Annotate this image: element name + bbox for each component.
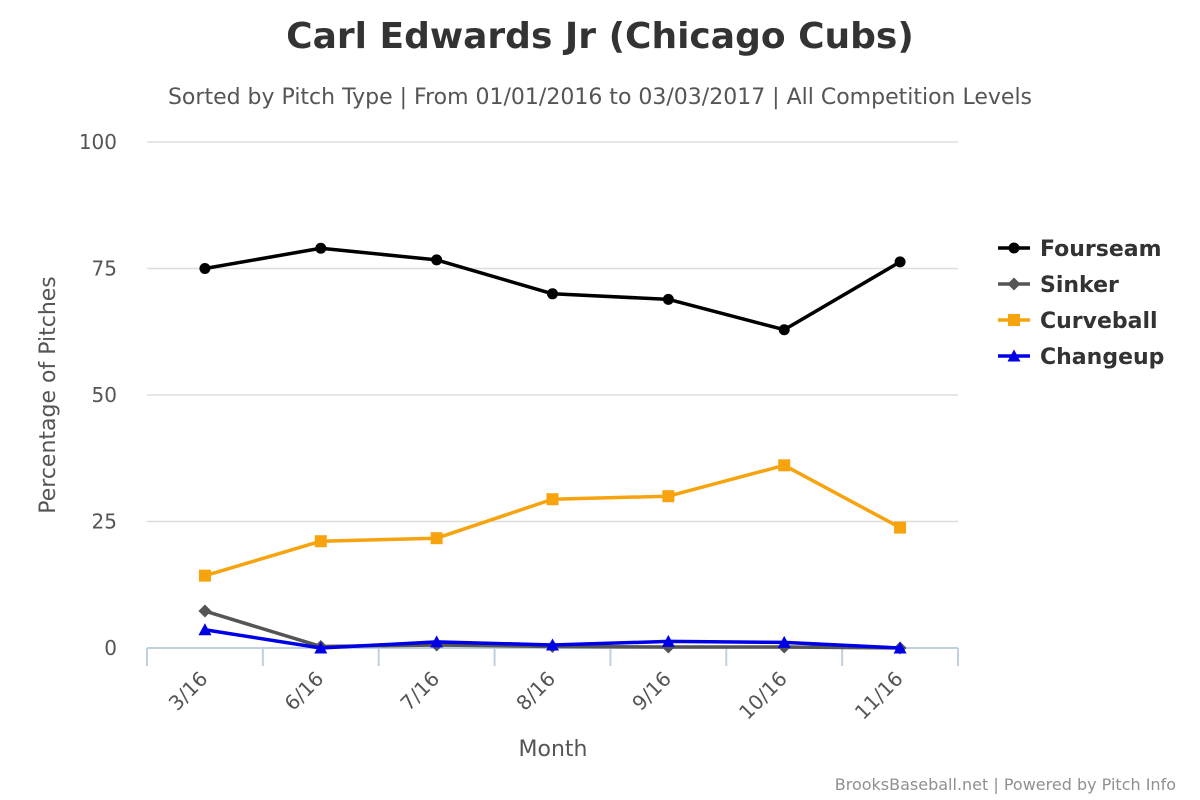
x-tick-label: 3/16 (164, 667, 213, 716)
data-point-changeup[interactable] (777, 635, 791, 648)
x-tick-label: 10/16 (734, 667, 792, 725)
x-tick-label: 6/16 (280, 667, 329, 716)
data-point-fourseam[interactable] (778, 324, 790, 336)
data-point-curveball[interactable] (662, 490, 675, 503)
legend-marker[interactable] (1008, 242, 1020, 254)
y-tick-label: 0 (104, 636, 117, 660)
y-tick-label: 50 (92, 383, 117, 407)
y-tick-label: 75 (92, 257, 117, 281)
legend-item-sinker[interactable]: Sinker (998, 273, 1119, 298)
data-point-fourseam[interactable] (199, 263, 211, 274)
legend-marker[interactable] (1008, 314, 1020, 326)
series-line-curveball[interactable] (203, 463, 902, 578)
series-fourseam (199, 242, 906, 336)
x-axis-title: Month (519, 737, 588, 762)
series-changeup (198, 623, 907, 654)
data-point-sinker[interactable] (198, 604, 212, 618)
y-tick-label: 25 (92, 510, 117, 534)
data-point-changeup[interactable] (198, 623, 212, 636)
data-point-fourseam[interactable] (662, 293, 674, 305)
y-axis-title: Percentage of Pitches (36, 276, 61, 514)
legend-label: Fourseam (1040, 237, 1162, 262)
legend: Fourseam Sinker Curveball Changeup (998, 237, 1164, 370)
data-point-curveball[interactable] (430, 532, 443, 545)
chart-title: Carl Edwards Jr (Chicago Cubs) (286, 16, 914, 57)
legend-label: Curveball (1040, 309, 1158, 334)
gridlines (147, 141, 958, 523)
legend-item-curveball[interactable]: Curveball (998, 309, 1158, 334)
chart-subtitle: Sorted by Pitch Type | From 01/01/2016 t… (168, 85, 1032, 110)
data-point-curveball[interactable] (198, 569, 211, 582)
data-point-curveball[interactable] (894, 521, 907, 534)
legend-marker[interactable] (1007, 349, 1021, 362)
legend-marker[interactable] (1007, 277, 1021, 291)
data-point-curveball[interactable] (314, 535, 327, 548)
data-point-changeup[interactable] (546, 638, 559, 651)
data-point-fourseam[interactable] (547, 288, 558, 300)
data-point-changeup[interactable] (893, 641, 907, 654)
series-group (198, 242, 907, 655)
x-tick-label: 8/16 (511, 667, 560, 716)
data-point-curveball[interactable] (778, 459, 791, 472)
data-point-curveball[interactable] (546, 493, 559, 506)
y-tick-label: 100 (79, 130, 117, 154)
y-axis: 0 25 50 75 100 (79, 130, 117, 660)
data-point-changeup[interactable] (661, 634, 675, 647)
x-tick-label: 7/16 (395, 667, 444, 716)
data-point-fourseam[interactable] (431, 254, 443, 266)
series-curveball (198, 459, 907, 582)
legend-label: Changeup (1040, 345, 1164, 370)
data-point-changeup[interactable] (314, 641, 328, 654)
x-axis: 3/16 6/16 7/16 8/16 9/16 10/16 11/16 (146, 647, 959, 725)
data-point-fourseam[interactable] (315, 242, 327, 254)
credits-text[interactable]: BrooksBaseball.net | Powered by Pitch In… (835, 775, 1176, 794)
x-tick-label: 11/16 (850, 667, 908, 725)
legend-item-changeup[interactable]: Changeup (998, 345, 1164, 370)
x-tick-label: 9/16 (627, 667, 676, 716)
data-point-changeup[interactable] (430, 635, 444, 648)
legend-item-fourseam[interactable]: Fourseam (998, 237, 1162, 262)
legend-label: Sinker (1040, 273, 1119, 298)
data-point-fourseam[interactable] (894, 256, 906, 268)
